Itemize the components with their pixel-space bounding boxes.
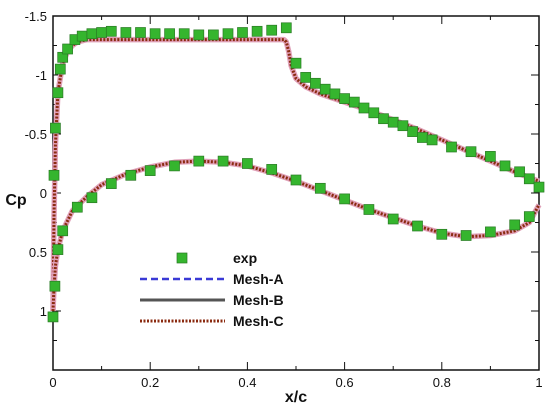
exp-point [417,132,428,143]
exp-point [387,213,399,225]
exp-point [164,28,175,40]
exp-point [169,160,180,172]
exp-point [514,166,525,178]
exp-point [436,228,448,240]
x-axis-label: x/c [285,389,307,406]
legend-label: Mesh-C [233,313,284,329]
legend-label: Mesh-B [233,292,284,308]
legend-label: Mesh-A [233,271,284,287]
exp-point [222,28,234,40]
exp-point [135,27,146,38]
exp-point [368,107,380,119]
exp-point [193,29,205,41]
exp-point [242,158,253,169]
exp-point [120,27,132,38]
y-tick-label: -0.5 [25,127,47,142]
exp-point [280,22,292,34]
exp-point [426,134,438,146]
exp-point [499,160,511,172]
exp-point [96,27,107,38]
exp-point [47,311,59,323]
y-tick-label: -1.5 [25,9,47,24]
y-tick-label: 1 [40,304,47,319]
exp-point [412,220,423,232]
exp-point [290,174,302,186]
exp-point [105,25,117,37]
exp-point [378,113,389,125]
exp-point [86,28,98,40]
y-tick-label: -1 [35,68,47,83]
exp-point [54,63,66,75]
x-tick-label: 0.6 [336,375,354,390]
exp-point [314,182,326,194]
exp-point [52,87,64,99]
exp-point [178,28,190,40]
exp-point [397,120,409,132]
exp-point [149,28,161,40]
exp-point [465,146,477,158]
exp-point [237,27,248,38]
legend: exp Mesh-A Mesh-B Mesh-C [140,250,284,329]
exp-points-layer [47,22,545,323]
exp-point [446,141,457,153]
exp-point [62,43,73,55]
exp-point [329,88,341,100]
exp-point [485,226,496,238]
exp-point [266,164,278,175]
y-tick-label: 0 [40,186,47,201]
exp-point [193,155,205,167]
exp-point [251,25,263,37]
exp-point [407,126,418,137]
exp-point [266,24,278,36]
x-tick-label: 0.8 [433,375,451,390]
exp-point [105,178,117,189]
plot-frame [52,15,540,371]
exp-point [363,204,375,215]
x-tick-label: 0 [49,375,56,390]
exp-point [125,169,137,181]
exp-point [387,116,399,128]
exp-point [460,230,472,241]
exp-point [50,122,61,134]
axes-layer: 0 0.2 0.4 0.6 0.8 1 -1.5 -1 -0.5 0 0.5 1 [25,9,543,390]
exp-point [523,211,535,222]
exp-point [310,77,321,89]
exp-point [57,225,69,237]
exp-point [300,72,312,83]
x-tick-label: 0.4 [238,375,256,390]
exp-point [509,219,521,231]
y-tick-label: 0.5 [29,245,47,260]
exp-point [319,83,331,95]
legend-label: exp [233,250,257,266]
exp-point [144,165,156,176]
exp-point [86,192,98,204]
x-tick-label: 1 [535,375,542,390]
exp-point [49,280,61,292]
exp-point [208,29,219,41]
exp-point [76,30,88,42]
exp-point [71,201,83,213]
exp-point [290,57,302,69]
exp-point [358,102,370,114]
legend-exp-marker [176,252,188,264]
exp-point [348,96,360,108]
exp-point [485,151,496,162]
x-tick-label: 0.2 [141,375,159,390]
exp-point [217,155,229,167]
y-axis-label: Cp [5,192,27,209]
exp-point [339,193,350,205]
exp-point [339,93,350,104]
exp-point [48,169,60,181]
exp-point [523,173,535,185]
exp-point [52,244,64,255]
exp-point [533,181,545,193]
